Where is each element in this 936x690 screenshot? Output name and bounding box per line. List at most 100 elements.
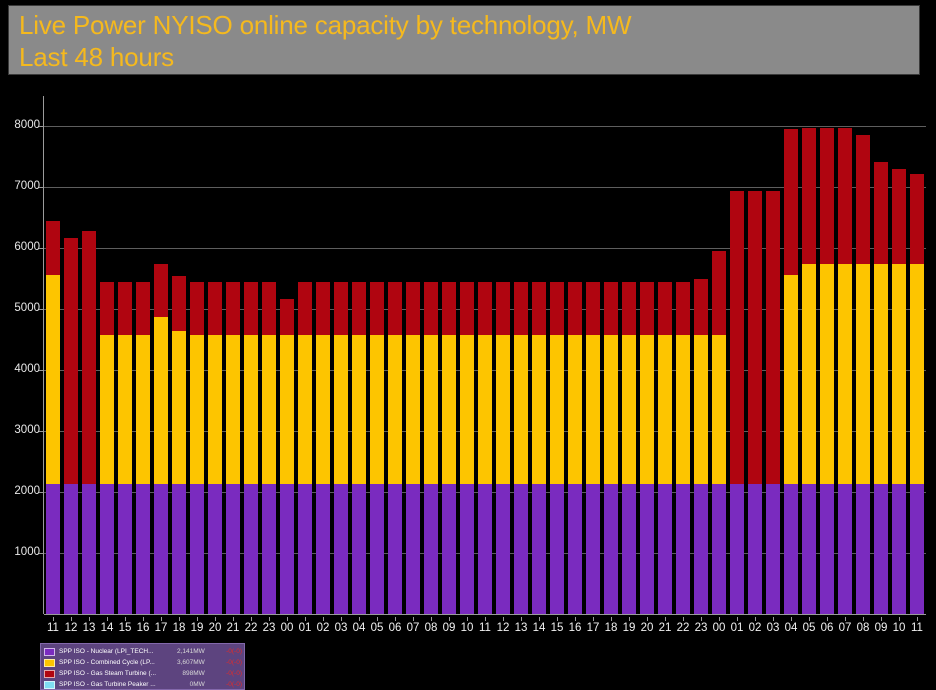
legend-item[interactable]: SPP ISO - Nuclear (LPI_TECH... 2,141MW -0(… — [43, 646, 244, 657]
x-axis-tick-mark — [503, 617, 504, 621]
bar-segment — [100, 335, 114, 484]
page-title: Live Power NYISO online capacity by tech… — [19, 10, 632, 40]
bar-column[interactable] — [676, 96, 690, 614]
bar-segment — [280, 335, 294, 484]
bar-column[interactable] — [118, 96, 132, 614]
legend-series-value: 898MW — [182, 670, 205, 677]
bar-column[interactable] — [820, 96, 834, 614]
bar-column[interactable] — [568, 96, 582, 614]
bar-column[interactable] — [856, 96, 870, 614]
bar-segment — [622, 281, 636, 336]
bar-column[interactable] — [298, 96, 312, 614]
bar-column[interactable] — [640, 96, 654, 614]
bar-segment — [550, 483, 564, 614]
bar-segment — [136, 335, 150, 484]
bar-segment — [208, 281, 222, 336]
x-axis-tick-mark — [377, 617, 378, 621]
bar-column[interactable] — [514, 96, 528, 614]
y-axis-tick-mark — [39, 431, 44, 433]
bar-segment — [676, 483, 690, 614]
x-axis-tick-mark — [647, 617, 648, 621]
bar-column[interactable] — [100, 96, 114, 614]
bar-segment — [64, 237, 78, 484]
legend-item[interactable]: SPP ISO - Gas Steam Turbine (... 898MW -0(… — [43, 668, 244, 679]
grid-line — [44, 126, 926, 128]
bar-column[interactable] — [658, 96, 672, 614]
bar-segment — [100, 483, 114, 614]
chart-legend[interactable]: SPP ISO - Nuclear (LPI_TECH... 2,141MW -0(… — [40, 643, 245, 690]
x-axis-tick-mark — [125, 617, 126, 621]
x-axis-tick-label: 22 — [244, 622, 258, 634]
bar-segment — [298, 281, 312, 336]
y-axis-tick-label: 4000 — [14, 363, 40, 376]
bar-column[interactable] — [550, 96, 564, 614]
bar-column[interactable] — [838, 96, 852, 614]
bar-column[interactable] — [46, 96, 60, 614]
bar-column[interactable] — [802, 96, 816, 614]
bar-column[interactable] — [280, 96, 294, 614]
x-axis-tick-label: 14 — [532, 622, 546, 634]
bar-column[interactable] — [442, 96, 456, 614]
bar-column[interactable] — [748, 96, 762, 614]
bar-column[interactable] — [730, 96, 744, 614]
bar-column[interactable] — [370, 96, 384, 614]
bar-column[interactable] — [622, 96, 636, 614]
bar-column[interactable] — [532, 96, 546, 614]
chart-plot-frame: 1000 2000 3000 4000 5000 6000 7000 8000 11 12 13 1… — [0, 84, 936, 690]
bar-column[interactable] — [712, 96, 726, 614]
bar-column[interactable] — [424, 96, 438, 614]
bar-segment — [712, 251, 726, 336]
bar-segment — [262, 483, 276, 614]
bar-column[interactable] — [586, 96, 600, 614]
bar-segment — [118, 281, 132, 336]
x-axis-tick-mark — [611, 617, 612, 621]
bar-column[interactable] — [892, 96, 906, 614]
bar-segment — [838, 483, 852, 614]
x-axis-tick-label: 21 — [226, 622, 240, 634]
bar-column[interactable] — [874, 96, 888, 614]
bar-column[interactable] — [460, 96, 474, 614]
bar-column[interactable] — [910, 96, 924, 614]
legend-item[interactable]: SPP ISO - Gas Turbine Peaker ... 0MW -0(-0… — [43, 679, 244, 690]
bar-column[interactable] — [766, 96, 780, 614]
y-axis-tick-label: 3000 — [14, 424, 40, 437]
bar-column[interactable] — [154, 96, 168, 614]
bar-segment — [514, 483, 528, 614]
legend-series-value: 2,141MW — [176, 648, 205, 655]
bar-column[interactable] — [64, 96, 78, 614]
bar-column[interactable] — [694, 96, 708, 614]
bar-column[interactable] — [244, 96, 258, 614]
legend-item[interactable]: SPP ISO - Combined Cycle (LP... 3,607MW -0… — [43, 657, 244, 668]
bar-segment — [244, 281, 258, 336]
bar-segment — [460, 281, 474, 336]
bar-column[interactable] — [316, 96, 330, 614]
bar-column[interactable] — [226, 96, 240, 614]
bar-segment — [406, 281, 420, 336]
bar-column[interactable] — [496, 96, 510, 614]
chart-page: Live Power NYISO online capacity by tech… — [0, 5, 936, 690]
bar-segment — [388, 483, 402, 614]
x-axis-tick-label: 06 — [388, 622, 402, 634]
bar-column[interactable] — [136, 96, 150, 614]
bar-column[interactable] — [406, 96, 420, 614]
x-axis-tick-mark — [899, 617, 900, 621]
x-axis-tick-label: 11 — [47, 622, 59, 634]
bar-column[interactable] — [262, 96, 276, 614]
bar-column[interactable] — [388, 96, 402, 614]
bar-segment — [838, 264, 852, 484]
y-axis-tick-mark — [39, 309, 44, 311]
bar-column[interactable] — [334, 96, 348, 614]
bar-column[interactable] — [82, 96, 96, 614]
bar-column[interactable] — [208, 96, 222, 614]
bar-column[interactable] — [352, 96, 366, 614]
bar-column[interactable] — [784, 96, 798, 614]
bar-segment — [784, 128, 798, 275]
bar-column[interactable] — [478, 96, 492, 614]
bar-column[interactable] — [190, 96, 204, 614]
bar-segment — [910, 483, 924, 614]
bar-segment — [604, 483, 618, 614]
bar-column[interactable] — [172, 96, 186, 614]
y-axis-tick-label: 6000 — [14, 241, 40, 254]
bar-segment — [370, 281, 384, 336]
bar-column[interactable] — [604, 96, 618, 614]
